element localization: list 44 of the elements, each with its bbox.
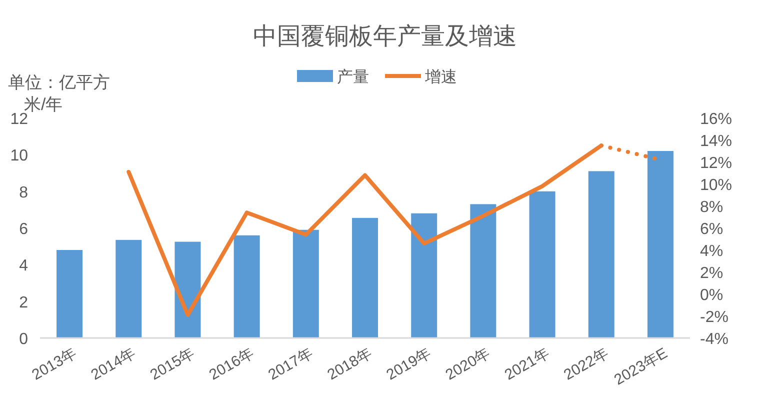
chart-title: 中国覆铜板年产量及增速 <box>253 23 517 50</box>
y2-tick-label: 10% <box>700 177 732 194</box>
x-tick-label: 2016年 <box>206 344 257 384</box>
y-tick-label: 6 <box>19 221 28 238</box>
x-tick-label: 2020年 <box>442 344 494 384</box>
y2-tick-label: 14% <box>700 133 732 150</box>
bar <box>411 213 438 338</box>
bar <box>352 218 378 338</box>
x-tick-label: 2015年 <box>147 344 198 384</box>
x-tick-label: 2021年 <box>502 344 552 384</box>
bar <box>174 242 201 338</box>
bar <box>529 191 556 338</box>
x-tick-label: 2018年 <box>324 344 375 384</box>
y-tick-label: 4 <box>19 258 28 275</box>
y-tick-label: 10 <box>10 148 28 165</box>
y2-tick-label: 16% <box>700 111 732 128</box>
bar <box>234 235 260 338</box>
y2-tick-label: 6% <box>700 221 724 238</box>
y-tick-label: 8 <box>19 184 28 202</box>
x-tick-label: 2023年E <box>611 344 670 389</box>
y-tick-label: 2 <box>19 294 28 312</box>
bar <box>588 171 614 338</box>
x-tick-label: 2022年 <box>560 344 612 384</box>
y2-tick-label: 2% <box>700 265 724 282</box>
y-axis-title: 单位：亿平方米/年 <box>8 73 110 114</box>
bar <box>647 151 674 338</box>
bar <box>470 204 496 338</box>
y2-tick-label: 4% <box>700 243 724 260</box>
x-tick-label: 2017年 <box>266 344 316 384</box>
x-tick-label: 2019年 <box>384 344 434 384</box>
y2-tick-label: -2% <box>700 309 728 326</box>
legend-label: 增速 <box>424 68 457 86</box>
bar <box>292 230 319 338</box>
y2-tick-label: 0% <box>700 287 724 304</box>
y2-tick-label: 12% <box>700 155 732 172</box>
bar <box>56 250 83 338</box>
x-tick-label: 2014年 <box>88 344 139 384</box>
y-tick-label: 0 <box>19 331 28 348</box>
bar <box>116 240 142 338</box>
y-tick-label: 12 <box>10 111 28 128</box>
legend-label: 产量 <box>337 68 369 86</box>
y2-tick-label: 8% <box>700 199 724 216</box>
y2-tick-label: -4% <box>700 331 728 348</box>
x-tick-label: 2013年 <box>29 344 80 384</box>
